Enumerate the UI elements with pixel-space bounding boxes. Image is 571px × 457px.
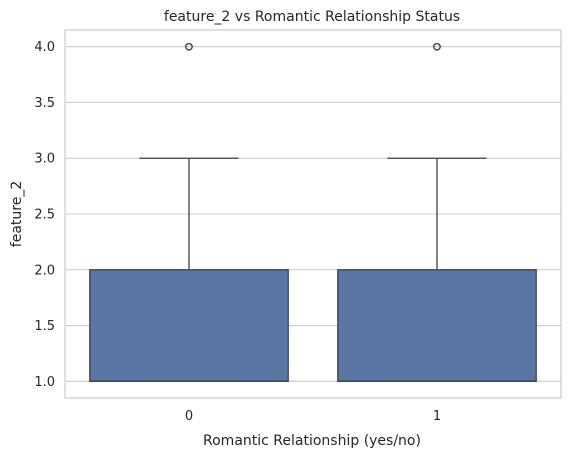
y-tick-label: 2.0 [34, 263, 55, 278]
y-axis-label: feature_2 [9, 181, 25, 247]
box-group [89, 42, 289, 382]
iqr-box [89, 269, 289, 382]
y-tick-label: 3.5 [34, 96, 55, 111]
outlier-point [433, 42, 441, 51]
y-tick-label: 3.0 [34, 152, 55, 167]
chart-title: feature_2 vs Romantic Relationship Statu… [164, 9, 460, 25]
x-axis-label: Romantic Relationship (yes/no) [203, 433, 421, 449]
y-tick-label: 4.0 [34, 40, 55, 55]
plot-area-border [64, 29, 562, 399]
x-tick-label: 1 [433, 409, 441, 424]
y-tick-label: 1.5 [34, 319, 55, 334]
y-tick-labels: 1.0 1.5 2.0 2.5 3.0 3.5 4.0 [34, 40, 55, 390]
y-tick-label: 2.5 [34, 208, 55, 223]
x-tick-label: 0 [185, 409, 193, 424]
iqr-box [337, 269, 537, 382]
y-tick-label: 1.0 [34, 375, 55, 390]
boxes [89, 42, 537, 382]
box-group [337, 42, 537, 382]
axes-frame [64, 29, 562, 399]
outlier-point [185, 42, 193, 51]
